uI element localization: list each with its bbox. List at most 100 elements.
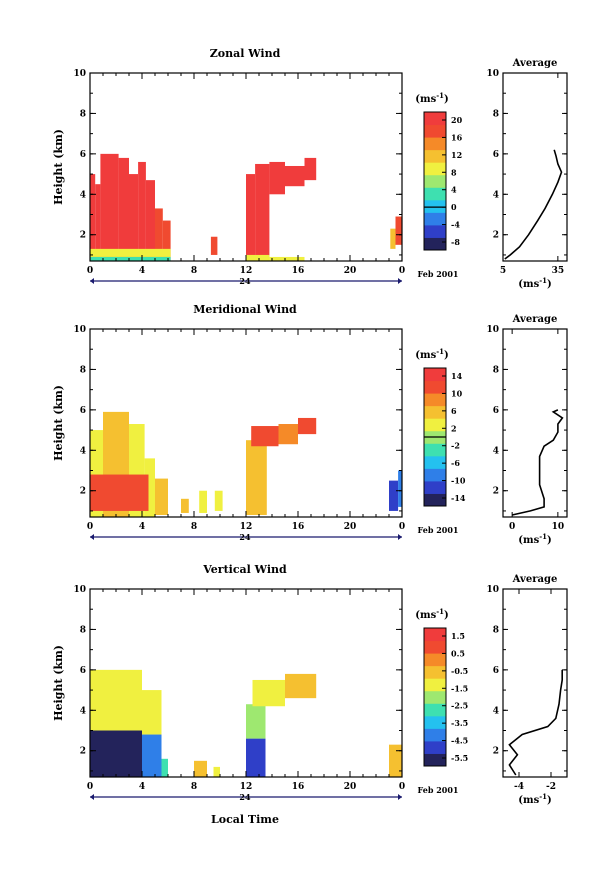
profile-y-tick-label: 6 xyxy=(493,666,499,676)
heatmap-cell xyxy=(90,248,171,257)
x-tick-label: 0 xyxy=(87,522,93,532)
colorbar-tick-label: 2 xyxy=(451,423,457,433)
colorbar-swatch xyxy=(424,137,446,151)
y-tick-label: 6 xyxy=(80,150,86,160)
heatmap-cell xyxy=(155,208,163,261)
x-tick-label: 4 xyxy=(139,266,145,276)
heatmap-cell xyxy=(90,669,142,731)
x-tick-label: 0 xyxy=(87,266,93,276)
heatmap-cell xyxy=(278,424,298,445)
heatmap-cell xyxy=(100,153,119,261)
heatmap-cell xyxy=(389,744,402,777)
x-tick-label: 0 xyxy=(399,782,405,792)
chart-title: Meridional Wind xyxy=(193,303,297,316)
colorbar-frame xyxy=(423,111,447,251)
profile-y-tick-label: 4 xyxy=(493,706,499,716)
colorbar-tick-label: -4 xyxy=(451,220,460,230)
colorbar: (ms-1)14 10 6 2 -2 -6 -10 -14 xyxy=(415,347,466,507)
colorbar-swatch xyxy=(424,740,446,754)
x-tick-label: 8 xyxy=(191,266,197,276)
profile-x-axis-title: (ms-1) xyxy=(518,792,551,806)
colorbar-tick-label: -8 xyxy=(451,237,460,247)
colorbar-swatch xyxy=(424,174,446,188)
x-tick-label: 12 xyxy=(240,266,253,276)
colorbar-tick-label: -2 xyxy=(451,441,460,451)
colorbar-swatch xyxy=(424,480,446,494)
y-tick-label: 2 xyxy=(80,487,86,497)
x-tick-label: 16 xyxy=(292,522,305,532)
timeline-right-arrow xyxy=(398,534,402,540)
heatmap-cell xyxy=(246,440,267,515)
profile-y-tick-label: 4 xyxy=(493,446,499,456)
colorbar-tick-label: -5.5 xyxy=(451,753,468,763)
x-tick-label: 0 xyxy=(399,266,405,276)
heatmap-cell xyxy=(142,690,162,735)
colorbar-swatch xyxy=(424,715,446,729)
colorbar-unit-label: (ms-1) xyxy=(415,91,448,105)
colorbar-unit-label: (ms-1) xyxy=(415,347,448,361)
heatmap-cell xyxy=(90,474,149,511)
y-tick-label: 8 xyxy=(80,365,86,375)
x-tick-label: 12 xyxy=(240,522,253,532)
chart-title: Zonal Wind xyxy=(210,47,281,60)
profile-x-axis-title: (ms-1) xyxy=(518,276,551,290)
colorbar: (ms-1)20 16 12 8 4 0 -4 -8 xyxy=(415,91,463,251)
heatmap-cell xyxy=(255,163,270,257)
heatmap-cell xyxy=(252,679,285,707)
profile-frame xyxy=(502,328,568,518)
heatmap-cell xyxy=(390,228,396,249)
profile-line xyxy=(508,669,563,776)
colorbar-tick-label: 12 xyxy=(451,150,462,160)
x-tick-label: 12 xyxy=(240,782,253,792)
colorbar-tick-label: 1.5 xyxy=(451,631,465,641)
profile-title: Average xyxy=(512,314,558,325)
profile-y-tick-label: 6 xyxy=(493,406,499,416)
heatmap-cell xyxy=(398,470,402,507)
y-tick-label: 8 xyxy=(80,625,86,635)
heatmap-cell xyxy=(95,184,101,261)
colorbar-tick-label: -6 xyxy=(451,458,460,468)
colorbar-swatch xyxy=(424,112,446,126)
colorbar-swatch xyxy=(424,728,446,742)
colorbar-swatch xyxy=(424,224,446,238)
colorbar-swatch xyxy=(424,628,446,642)
y-tick-label: 6 xyxy=(80,666,86,676)
colorbar-swatch xyxy=(424,493,446,507)
heatmap-cells xyxy=(90,153,402,261)
profile-x-tick-label: 35 xyxy=(552,266,565,276)
x-tick-label: 20 xyxy=(344,522,357,532)
colorbar-swatch xyxy=(424,212,446,226)
day-label: 24 xyxy=(239,792,251,802)
heatmap-cell xyxy=(90,256,171,261)
profile-title: Average xyxy=(512,574,558,585)
profile-y-tick-label: 10 xyxy=(486,69,499,79)
heatmap-cell xyxy=(145,180,155,261)
x-tick-label: 16 xyxy=(292,782,305,792)
colorbar-tick-label: 8 xyxy=(451,167,457,177)
colorbar-swatch xyxy=(424,162,446,176)
colorbar-tick-label: 6 xyxy=(451,406,457,416)
colorbar-tick-label: 14 xyxy=(451,371,463,381)
heatmap-cell xyxy=(181,498,189,513)
x-tick-label: 8 xyxy=(191,782,197,792)
colorbar-swatch xyxy=(424,149,446,163)
timeline-left-arrow xyxy=(90,794,94,800)
heatmap-cell xyxy=(118,157,129,261)
colorbar-swatch xyxy=(424,124,446,138)
heatmap-cell xyxy=(246,254,270,261)
heatmap-cell xyxy=(194,760,207,777)
colorbar-swatch xyxy=(424,678,446,692)
profile-line xyxy=(511,409,564,516)
heatmap-cell xyxy=(251,426,279,447)
heatmap-cell xyxy=(142,734,162,777)
colorbar-unit-label: (ms-1) xyxy=(415,607,448,621)
profile-y-tick-label: 2 xyxy=(493,747,499,757)
profile-line xyxy=(504,149,563,260)
profile-x-tick-label: -2 xyxy=(546,782,556,792)
colorbar-swatch xyxy=(424,753,446,767)
colorbar-swatch xyxy=(424,368,446,382)
profile-y-tick-label: 6 xyxy=(493,150,499,160)
